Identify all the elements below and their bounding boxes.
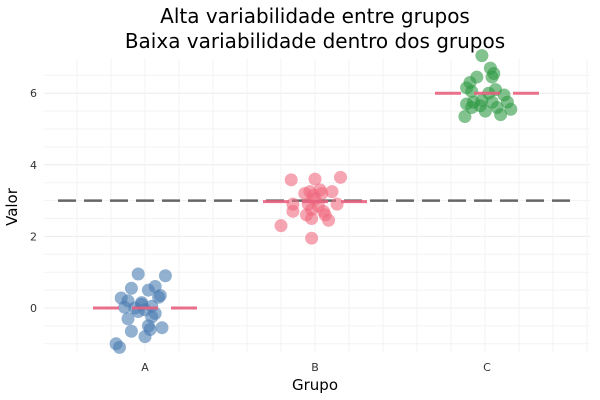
data-point-c [487, 67, 501, 81]
data-point-a [121, 312, 135, 326]
data-point-b [305, 231, 319, 245]
x-tick-label: B [311, 361, 319, 374]
y-axis-label: Valor [3, 187, 21, 226]
data-point-c [470, 70, 484, 84]
y-tick-label: 0 [30, 302, 37, 315]
data-point-a [131, 267, 145, 281]
data-point-c [478, 104, 492, 118]
x-tick-label: A [141, 361, 149, 374]
data-point-c [497, 88, 511, 102]
data-point-a [118, 300, 132, 314]
data-point-b [286, 204, 300, 218]
data-point-a [124, 281, 138, 295]
chart-title-line-2: Baixa variabilidade dentro dos grupos [125, 29, 505, 53]
data-point-b [308, 192, 322, 206]
ticks-layer: 0 2 4 6 A B C [30, 87, 491, 374]
data-point-c [475, 93, 489, 107]
x-axis-label: Grupo [292, 376, 338, 394]
group-means-layer [93, 91, 539, 310]
data-point-b [274, 219, 288, 233]
data-point-c [465, 101, 479, 115]
data-point-c [504, 102, 518, 116]
data-point-c [494, 108, 508, 122]
data-point-b [334, 170, 347, 184]
x-tick-label: C [483, 361, 491, 374]
data-point-a [152, 290, 166, 304]
data-point-b [308, 172, 322, 186]
data-point-b [284, 173, 298, 187]
data-point-b [305, 212, 319, 225]
data-point-a [113, 340, 126, 354]
data-point-b [325, 185, 339, 199]
data-point-b [318, 208, 332, 222]
data-point-c [475, 49, 489, 63]
data-point-a [155, 321, 169, 335]
y-tick-label: 6 [30, 87, 37, 100]
data-point-a [143, 322, 157, 336]
data-point-a [124, 324, 138, 338]
y-tick-label: 2 [30, 230, 37, 243]
data-point-b [330, 197, 344, 211]
data-point-c [458, 109, 472, 123]
data-point-b [298, 186, 312, 200]
data-point-a [135, 296, 149, 310]
data-point-a [158, 269, 172, 283]
chart-title-line-1: Alta variabilidade entre grupos [160, 4, 470, 28]
y-tick-label: 4 [30, 159, 37, 172]
points-layer [109, 49, 518, 354]
